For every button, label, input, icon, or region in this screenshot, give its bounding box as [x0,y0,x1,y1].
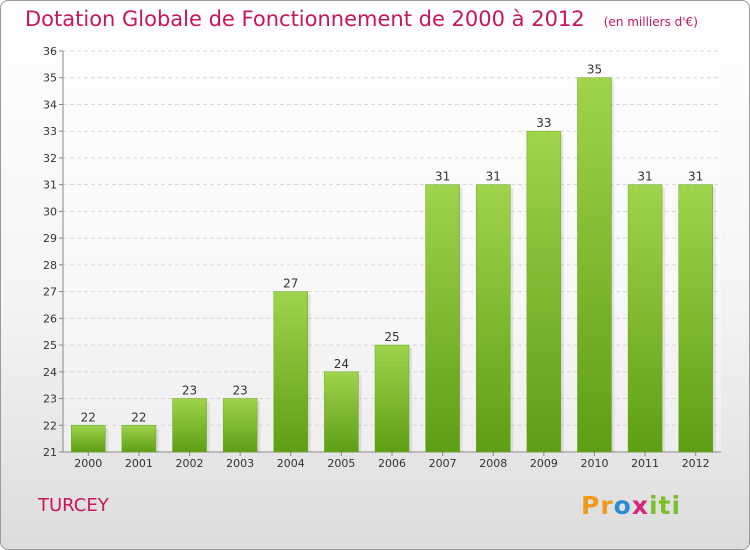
data-label: 23 [182,384,197,398]
y-tick-label: 21 [43,446,57,459]
x-tick-label: 2009 [530,457,558,470]
y-tick-label: 29 [43,232,57,245]
x-tick-label: 2001 [125,457,153,470]
bar-shadow [560,134,564,452]
bar [475,184,511,453]
y-tick-label: 32 [43,152,57,165]
y-tick-label: 23 [43,393,57,406]
data-label: 31 [486,170,501,184]
bar-shadow [510,187,514,452]
title-row: Dotation Globale de Fonctionnement de 20… [25,7,698,31]
bar [577,77,612,453]
x-tick-label: 2003 [226,457,254,470]
x-tick-label: 2002 [176,457,204,470]
bar [425,184,460,453]
bar-shadow [662,187,666,452]
proxiti-logo[interactable]: Proxiti [581,491,682,520]
bar [121,425,157,453]
data-label: 33 [536,116,551,130]
place-name: TURCEY [38,495,109,516]
x-tick-label: 2011 [631,457,659,470]
y-tick-label: 34 [43,98,57,111]
x-tick-label: 2005 [327,457,355,470]
x-tick-label: 2007 [429,457,457,470]
bar [71,425,106,453]
y-tick-label: 26 [43,312,57,325]
bar-shadow [358,374,362,452]
y-tick-label: 31 [43,179,57,192]
bar-shadow [611,80,615,452]
data-label: 35 [587,63,602,77]
chart-subtitle: (en milliers d'€) [603,15,698,29]
bar [526,130,562,453]
bar [172,398,207,453]
bar-shadow [257,401,261,452]
bar [678,184,713,453]
y-tick-label: 30 [43,205,57,218]
bar-shadow [712,187,716,452]
bar-shadow [206,401,210,452]
y-tick-label: 22 [43,419,57,432]
bar-shadow [155,428,159,452]
y-tick-label: 36 [43,45,57,58]
data-label: 23 [233,384,248,398]
y-tick-label: 25 [43,339,57,352]
bar-shadow [409,348,412,452]
bar [324,371,359,453]
bar-shadow [105,428,109,452]
bar-shadow [307,294,311,452]
bar [273,291,309,453]
data-label: 31 [688,170,703,184]
data-label: 31 [637,170,652,184]
bar [627,184,663,453]
data-label: 25 [384,330,399,344]
x-tick-label: 2004 [277,457,305,470]
y-tick-label: 35 [43,72,57,85]
x-tick-label: 2010 [580,457,608,470]
x-tick-label: 2000 [74,457,102,470]
data-label: 22 [131,410,146,424]
y-tick-label: 28 [43,259,57,272]
x-tick-label: 2012 [682,457,710,470]
bar [374,344,410,453]
bar [222,398,258,453]
y-tick-label: 24 [43,366,57,379]
chart-title: Dotation Globale de Fonctionnement de 20… [25,7,585,31]
bar-shadow [459,187,463,452]
y-tick-label: 33 [43,125,57,138]
data-label: 22 [81,410,96,424]
y-tick-label: 27 [43,286,57,299]
x-tick-label: 2006 [378,457,406,470]
data-label: 27 [283,277,298,291]
x-tick-label: 2008 [479,457,507,470]
data-label: 31 [435,170,450,184]
data-label: 24 [334,357,349,371]
